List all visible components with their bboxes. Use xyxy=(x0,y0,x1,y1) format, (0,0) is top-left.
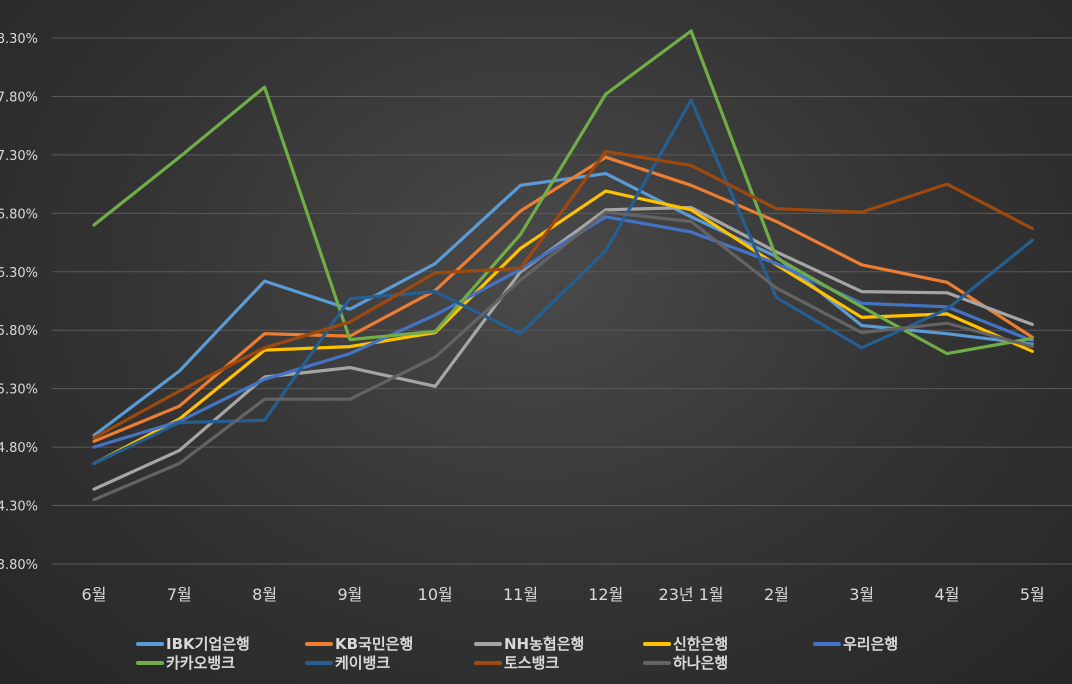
x-tick-label: 12월 xyxy=(588,585,623,604)
y-tick-label: 7.80% xyxy=(0,90,38,105)
legend-label: 신한은행 xyxy=(673,635,728,653)
series-line-3 xyxy=(92,205,1034,491)
series-line-2 xyxy=(92,155,1034,443)
x-tick-label: 11월 xyxy=(503,585,538,604)
legend-label: 카카오뱅크 xyxy=(166,654,235,672)
x-tick-label: 3월 xyxy=(849,585,874,604)
x-tick-label: 5월 xyxy=(1020,585,1045,604)
y-tick-label: 4.30% xyxy=(0,500,38,515)
legend-label: NH농협은행 xyxy=(504,635,584,653)
legend-label: 하나은행 xyxy=(673,654,728,672)
x-tick-label: 7월 xyxy=(167,585,192,604)
y-tick-label: 5.30% xyxy=(0,383,38,398)
x-tick-label: 10월 xyxy=(418,585,453,604)
legend-label: 우리은행 xyxy=(843,635,898,653)
legend-label: 토스뱅크 xyxy=(504,654,559,672)
x-tick-label: 6월 xyxy=(82,585,107,604)
y-tick-label: 7.30% xyxy=(0,149,38,164)
x-tick-label: 4월 xyxy=(935,585,960,604)
y-tick-label: 6.80% xyxy=(0,207,38,222)
y-tick-label: 3.80% xyxy=(0,558,38,573)
legend-label: IBK기업은행 xyxy=(166,635,250,653)
y-tick-label: 6.30% xyxy=(0,266,38,281)
series-line-6 xyxy=(92,29,1034,356)
legend-label: 케이뱅크 xyxy=(335,654,390,672)
series-line-4 xyxy=(92,189,1034,466)
y-tick-label: 8.30% xyxy=(0,32,38,47)
series-line-5 xyxy=(92,215,1034,449)
series-line-1 xyxy=(92,172,1034,437)
x-tick-label: 8월 xyxy=(252,585,277,604)
series-line-9 xyxy=(92,210,1034,502)
series-line-8 xyxy=(92,149,1034,440)
x-tick-label: 23년 1월 xyxy=(659,585,724,604)
series-line-7 xyxy=(92,98,1034,466)
y-tick-label: 5.80% xyxy=(0,324,38,339)
legend-label: KB국민은행 xyxy=(335,635,413,653)
x-tick-label: 9월 xyxy=(337,585,362,604)
y-tick-label: 4.80% xyxy=(0,441,38,456)
x-tick-label: 2월 xyxy=(764,585,789,604)
